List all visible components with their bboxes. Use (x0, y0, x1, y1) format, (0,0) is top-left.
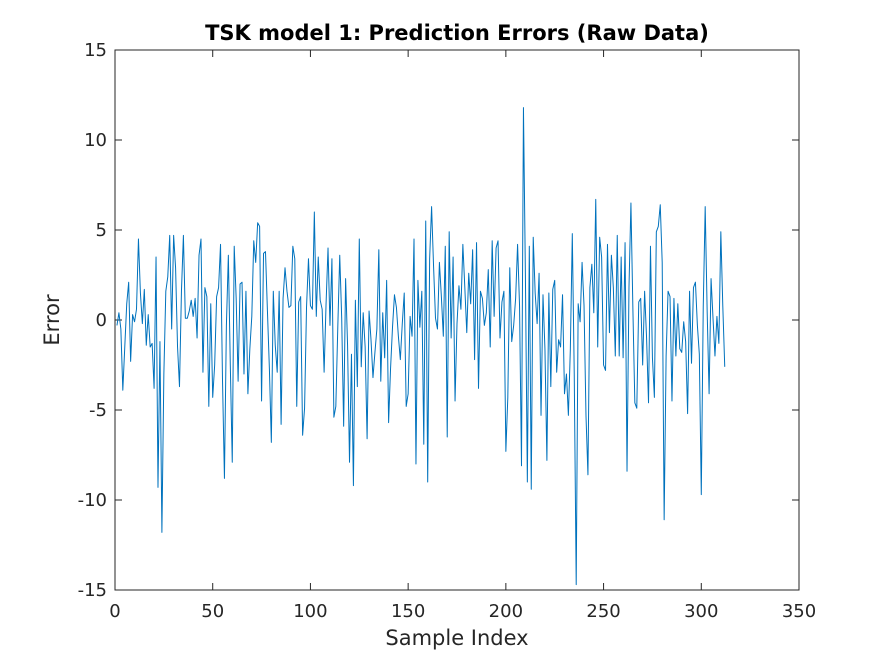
x-tick-label: 200 (489, 601, 523, 622)
chart-title: TSK model 1: Prediction Errors (Raw Data… (205, 21, 709, 45)
x-tick-label: 250 (586, 601, 620, 622)
y-tick-label: 10 (84, 130, 107, 151)
y-tick-label: 15 (84, 40, 107, 61)
y-tick-label: 5 (96, 220, 107, 241)
series-line-errors (116, 107, 726, 586)
y-tick-label: -5 (89, 400, 107, 421)
x-tick-label: 50 (201, 601, 224, 622)
x-tick-label: 0 (109, 601, 120, 622)
y-tick-label: -10 (78, 490, 107, 511)
x-axis-label: Sample Index (385, 626, 528, 650)
y-tick-label: -15 (78, 580, 107, 601)
plot-frame (114, 49, 800, 591)
x-tick-label: 350 (782, 601, 816, 622)
tick-labels-layer: 0 50 100 150 200 250 300 350 -15 -10 -5 0 5 10 15 (78, 40, 817, 622)
y-tick-label: 0 (96, 310, 107, 331)
x-tick-label: 300 (684, 601, 718, 622)
y-axis-label: Error (40, 294, 64, 346)
x-tick-label: 100 (293, 601, 327, 622)
x-tick-label: 150 (391, 601, 425, 622)
